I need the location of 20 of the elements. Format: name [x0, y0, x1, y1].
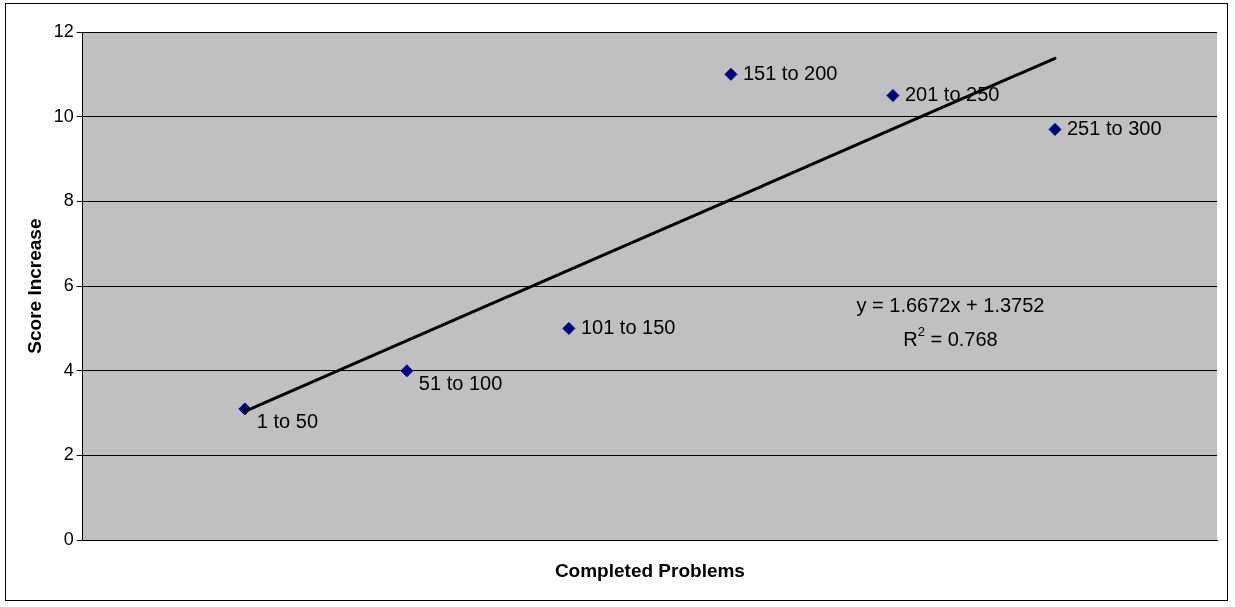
y-tick-label: 2 [63, 444, 74, 465]
point [400, 364, 414, 378]
data-label: 251 to 300 [1066, 116, 1162, 139]
point [562, 321, 576, 335]
data-label: 1 to 50 [256, 410, 319, 433]
y-tick-label: 4 [63, 359, 74, 380]
data-label: 151 to 200 [742, 61, 838, 84]
annotation: y = 1.6672x + 1.3752 [856, 293, 1045, 316]
point [886, 89, 900, 103]
x-axis-title: Completed Problems [554, 559, 745, 581]
point [724, 67, 738, 81]
data-label: 51 to 100 [418, 372, 503, 395]
data-label: 101 to 150 [580, 315, 676, 338]
point [1048, 122, 1062, 136]
y-tick-label: 8 [63, 190, 74, 211]
y-axis-title: Score Increase [23, 218, 45, 354]
y-tick-label: 10 [53, 105, 74, 126]
y-tick-label: 0 [63, 529, 74, 550]
y-tick-label: 6 [63, 275, 74, 296]
y-tick-label: 12 [53, 20, 74, 41]
